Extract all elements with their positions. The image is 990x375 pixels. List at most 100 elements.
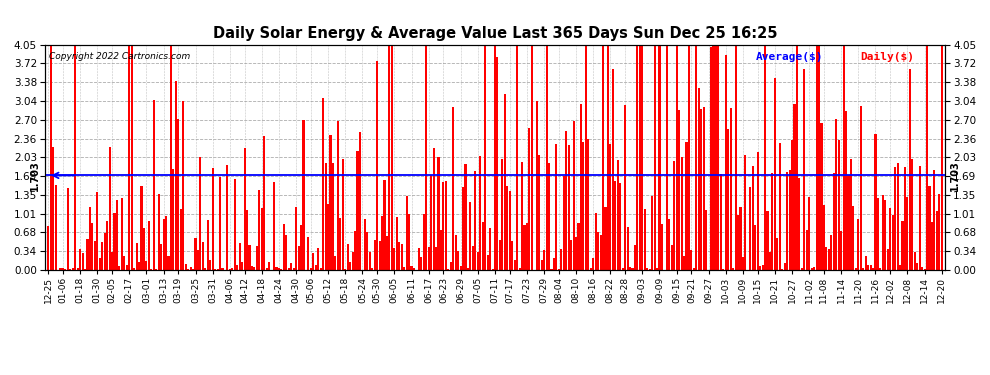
Bar [629, 267, 631, 270]
Bar [907, 197, 909, 270]
Bar [651, 196, 653, 270]
Bar [838, 140, 840, 270]
Bar [592, 258, 594, 270]
Bar [688, 45, 690, 270]
Bar [524, 225, 526, 270]
Bar [897, 163, 899, 270]
Bar [544, 250, 545, 270]
Bar [141, 186, 143, 270]
Bar [268, 262, 270, 270]
Bar [160, 244, 162, 270]
Bar [345, 268, 346, 270]
Bar [303, 120, 305, 270]
Bar [754, 225, 756, 270]
Bar [182, 101, 184, 270]
Bar [715, 45, 717, 270]
Bar [148, 221, 149, 270]
Bar [250, 266, 253, 270]
Bar [718, 45, 720, 270]
Bar [449, 261, 451, 270]
Bar [506, 186, 508, 270]
Bar [700, 109, 702, 270]
Bar [742, 257, 743, 270]
Bar [189, 267, 192, 270]
Bar [904, 167, 906, 270]
Bar [607, 45, 609, 270]
Bar [612, 69, 614, 270]
Bar [580, 104, 582, 270]
Bar [106, 221, 108, 270]
Bar [99, 258, 101, 270]
Bar [150, 269, 152, 270]
Bar [516, 45, 518, 270]
Bar [730, 108, 732, 270]
Bar [121, 198, 123, 270]
Bar [403, 267, 405, 270]
Bar [723, 269, 725, 270]
Bar [781, 269, 783, 270]
Bar [207, 220, 209, 270]
Bar [84, 269, 86, 270]
Bar [867, 265, 869, 270]
Bar [170, 45, 172, 270]
Bar [298, 246, 300, 270]
Bar [290, 263, 292, 270]
Bar [703, 107, 705, 270]
Bar [803, 69, 805, 270]
Bar [209, 260, 211, 270]
Bar [658, 45, 660, 270]
Text: Daily($): Daily($) [860, 52, 914, 62]
Bar [914, 252, 916, 270]
Bar [642, 45, 644, 270]
Bar [227, 165, 229, 270]
Bar [887, 249, 889, 270]
Bar [911, 159, 914, 270]
Bar [91, 223, 93, 270]
Bar [634, 244, 636, 270]
Bar [931, 222, 933, 270]
Bar [582, 142, 584, 270]
Bar [784, 263, 786, 270]
Bar [185, 264, 187, 270]
Bar [248, 245, 250, 270]
Bar [452, 107, 454, 270]
Bar [939, 194, 940, 270]
Bar [585, 45, 587, 270]
Bar [879, 268, 881, 270]
Bar [892, 215, 894, 270]
Bar [69, 269, 71, 270]
Bar [811, 268, 813, 270]
Bar [64, 268, 66, 270]
Bar [322, 98, 324, 270]
Bar [627, 228, 629, 270]
Bar [639, 45, 641, 270]
Bar [494, 45, 496, 270]
Bar [157, 194, 159, 270]
Bar [229, 269, 231, 270]
Bar [882, 195, 884, 270]
Bar [791, 140, 793, 270]
Bar [529, 128, 531, 270]
Bar [388, 45, 390, 270]
Bar [280, 269, 282, 270]
Bar [833, 174, 835, 270]
Bar [491, 269, 494, 270]
Bar [902, 220, 904, 270]
Bar [847, 174, 849, 270]
Bar [459, 266, 461, 270]
Bar [128, 46, 131, 270]
Bar [111, 252, 113, 270]
Bar [162, 219, 164, 270]
Bar [364, 219, 366, 270]
Bar [806, 230, 808, 270]
Bar [283, 224, 285, 270]
Bar [732, 268, 735, 270]
Bar [474, 171, 476, 270]
Bar [391, 45, 393, 270]
Bar [737, 215, 740, 270]
Bar [565, 131, 567, 270]
Bar [680, 157, 683, 270]
Bar [293, 268, 295, 270]
Bar [501, 159, 503, 270]
Bar [335, 256, 337, 270]
